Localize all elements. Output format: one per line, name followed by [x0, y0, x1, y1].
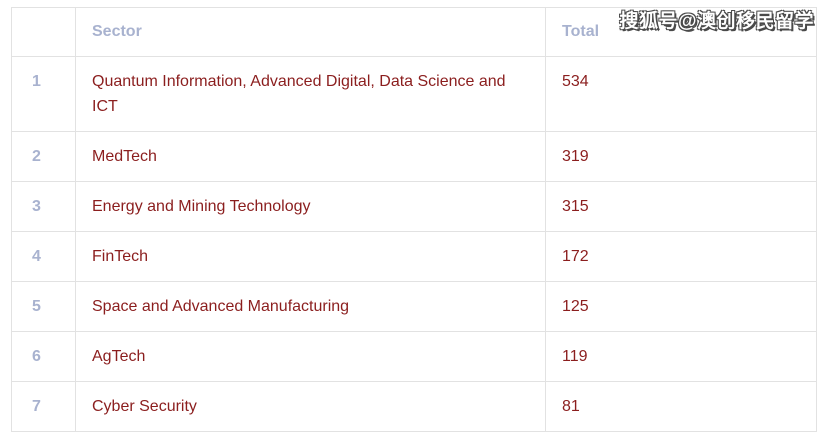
row-index: 1: [11, 56, 76, 132]
table-row: 6 AgTech 119: [11, 331, 817, 382]
table-row: 3 Energy and Mining Technology 315: [11, 181, 817, 232]
table-row: 5 Space and Advanced Manufacturing 125: [11, 281, 817, 332]
sector-cell: Quantum Information, Advanced Digital, D…: [75, 56, 546, 132]
sector-column-header: Sector: [75, 7, 546, 57]
total-cell: 319: [545, 131, 817, 182]
total-cell: 81: [545, 381, 817, 432]
sector-cell: Energy and Mining Technology: [75, 181, 546, 232]
table-row: 1 Quantum Information, Advanced Digital, …: [11, 56, 817, 132]
total-cell: 172: [545, 231, 817, 282]
total-cell: 534: [545, 56, 817, 132]
watermark: 搜狐号@澳创移民留学: [619, 11, 814, 32]
total-cell: 119: [545, 331, 817, 382]
row-index: 3: [11, 181, 76, 232]
row-index: 6: [11, 331, 76, 382]
sector-cell: Cyber Security: [75, 381, 546, 432]
table-row: 7 Cyber Security 81: [11, 381, 817, 432]
sector-totals-table: Sector Total 1 Quantum Information, Advan…: [11, 7, 817, 432]
total-cell: 125: [545, 281, 817, 332]
row-index: 4: [11, 231, 76, 282]
table-row: 4 FinTech 172: [11, 231, 817, 282]
row-index: 5: [11, 281, 76, 332]
sector-cell: Space and Advanced Manufacturing: [75, 281, 546, 332]
row-index: 2: [11, 131, 76, 182]
total-cell: 315: [545, 181, 817, 232]
sector-cell: FinTech: [75, 231, 546, 282]
index-column-header: [11, 7, 76, 57]
sector-cell: MedTech: [75, 131, 546, 182]
row-index: 7: [11, 381, 76, 432]
sector-cell: AgTech: [75, 331, 546, 382]
table-row: 2 MedTech 319: [11, 131, 817, 182]
